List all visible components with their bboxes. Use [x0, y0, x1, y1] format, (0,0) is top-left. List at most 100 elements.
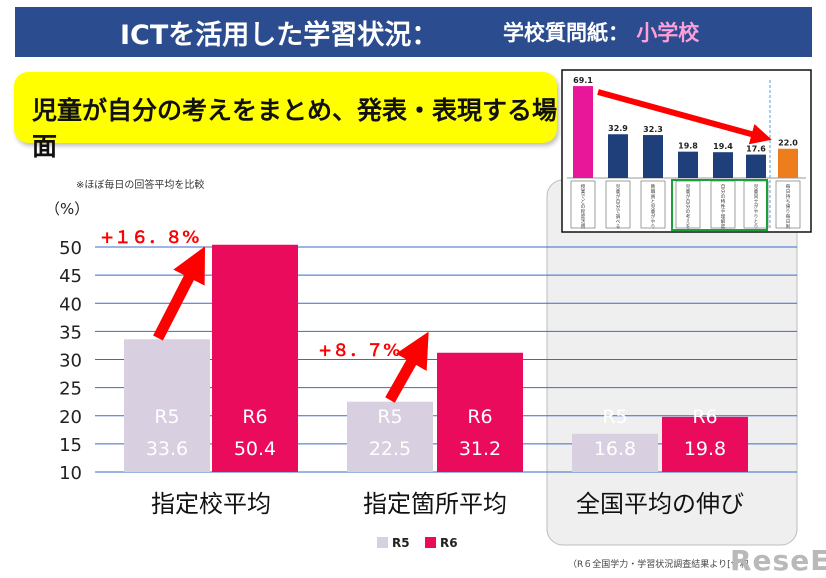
inset-category-label: り: [754, 214, 759, 220]
inset-bar-value: 19.4: [713, 142, 733, 151]
y-tick-label: 35: [59, 322, 82, 343]
inset-category-label: 分: [686, 203, 691, 210]
inset-bar: [643, 135, 663, 178]
footnote-note: ※ほぼ毎日の回答平均を比較: [76, 180, 205, 191]
inset-category-label: 利: [786, 223, 791, 230]
inset-category-label: 度: [581, 213, 586, 220]
inset-category-label: の: [581, 204, 586, 210]
inset-category-label: ち: [786, 199, 791, 205]
y-tick-label: 40: [59, 294, 82, 315]
subtitle-prefix: 学校質問紙：: [503, 21, 629, 45]
inset-category-label: ど: [581, 198, 586, 205]
inset-category-label: 帰: [786, 203, 791, 210]
inset-category-label: で: [581, 194, 586, 200]
inset-category-label: 児: [686, 183, 691, 190]
bar-r5: [572, 433, 658, 472]
inset-bar-value: 17.6: [746, 145, 766, 154]
bar-series-label-r5: R5: [602, 406, 627, 428]
page-title: ICTを活用した学習状況：: [120, 19, 439, 51]
growth-annotation: +１６．８%: [100, 228, 199, 248]
inset-category-label: と: [754, 219, 759, 225]
y-tick-label: 10: [59, 463, 82, 484]
inset-category-label: 業: [581, 188, 586, 195]
inset-category-box: [743, 180, 769, 229]
inset-category-label: 童: [651, 208, 656, 215]
inset-category-label: 自: [686, 198, 691, 205]
inset-bar: [746, 154, 766, 178]
bar-value-label-r6: 31.2: [459, 438, 501, 460]
bar-r6: [662, 416, 748, 472]
inset-category-label: 性: [721, 203, 726, 210]
inset-category-box: [640, 180, 666, 229]
inset-category-label: 分: [721, 188, 726, 195]
y-axis-unit: （%）: [45, 200, 89, 218]
bar-r5: [347, 401, 433, 472]
inset-category-label: 解: [721, 218, 726, 225]
x-category-label: 指定校平均: [151, 490, 271, 518]
inset-bar-value: 32.3: [643, 125, 663, 134]
subtitle-school: 小学校: [636, 21, 700, 45]
inset-category-label: 毎: [786, 213, 791, 220]
inset-category-box: [570, 180, 596, 229]
inset-category-label: 自: [721, 183, 726, 190]
inset-category-label: が: [651, 213, 656, 220]
inset-category-label: 児: [616, 183, 621, 190]
inset-category-label: え: [686, 219, 691, 225]
y-tick-label: 20: [59, 407, 82, 428]
inset-category-label: 理: [721, 214, 726, 220]
growth-annotation: +８．７%: [318, 341, 400, 361]
inset-category-label: が: [686, 193, 691, 200]
inset-trend-arrow: [597, 89, 772, 145]
inset-category-label: 考: [686, 214, 691, 220]
inset-category-label: 童: [686, 188, 691, 195]
inset-category-label: 童: [616, 188, 621, 195]
inset-category-label: 職: [651, 188, 656, 195]
bar-value-label-r5: 16.8: [594, 438, 636, 460]
inset-category-label: 教: [651, 183, 656, 190]
inset-highlight-box: [671, 179, 768, 231]
resemom-logo: ReseEd: [730, 544, 826, 577]
inset-category-box: [775, 180, 801, 229]
legend-label-r6: R6: [440, 536, 458, 550]
x-category-label: 全国平均の伸び: [576, 490, 744, 518]
inset-bar: [778, 148, 798, 178]
source-note: （R６全国学力・学習状況調査結果より[令和: [568, 560, 749, 570]
inset-bar: [608, 134, 628, 178]
y-tick-label: 25: [59, 379, 82, 400]
y-tick-label: 30: [59, 351, 82, 372]
inset-category-label: 授: [581, 183, 586, 190]
inset-category-label: 日: [786, 189, 791, 195]
inset-category-label: 児: [754, 183, 759, 190]
inset-bar-value: 19.8: [678, 142, 698, 151]
inset-category-label: 程: [581, 208, 586, 215]
inset-category-label: を: [686, 223, 691, 230]
inset-bar: [573, 86, 593, 178]
inset-category-label: 度: [721, 223, 726, 230]
inset-category-label: が: [754, 203, 759, 210]
topic-banner: 児童が自分の考えをまとめ、発表・表現する場面: [14, 72, 557, 161]
inset-category-label: の: [686, 209, 691, 215]
inset-category-label: る: [616, 224, 621, 230]
bar-series-label-r5: R5: [154, 406, 179, 428]
y-tick-label: 45: [59, 266, 82, 287]
inset-category-label: 児: [651, 203, 656, 210]
inset-category-box: [605, 180, 631, 229]
legend-label-r5: R5: [392, 536, 410, 550]
inset-bar-value: 32.9: [608, 124, 628, 133]
bar-value-label-r6: 19.8: [684, 438, 726, 460]
inset-category-label: 自: [616, 198, 621, 205]
bar-r5: [124, 339, 210, 472]
inset-category-label: 日: [786, 219, 791, 225]
bar-series-label-r6: R6: [692, 406, 717, 428]
inset-category-label: 用: [581, 224, 586, 230]
page-subtitle: 学校質問紙： 小学校: [503, 17, 699, 47]
growth-arrow: [153, 246, 206, 341]
inset-category-label: 員: [651, 194, 656, 200]
inset-category-label: 特: [721, 198, 726, 205]
inset-category-label: で: [616, 209, 621, 215]
inset-category-label: べ: [616, 219, 621, 225]
inset-category-label: 士: [754, 198, 759, 205]
inset-category-label: や: [754, 208, 759, 215]
legend-swatch-r6: [425, 537, 436, 548]
